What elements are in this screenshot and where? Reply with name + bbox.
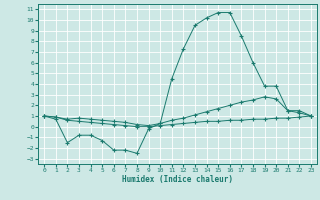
X-axis label: Humidex (Indice chaleur): Humidex (Indice chaleur) [122, 175, 233, 184]
